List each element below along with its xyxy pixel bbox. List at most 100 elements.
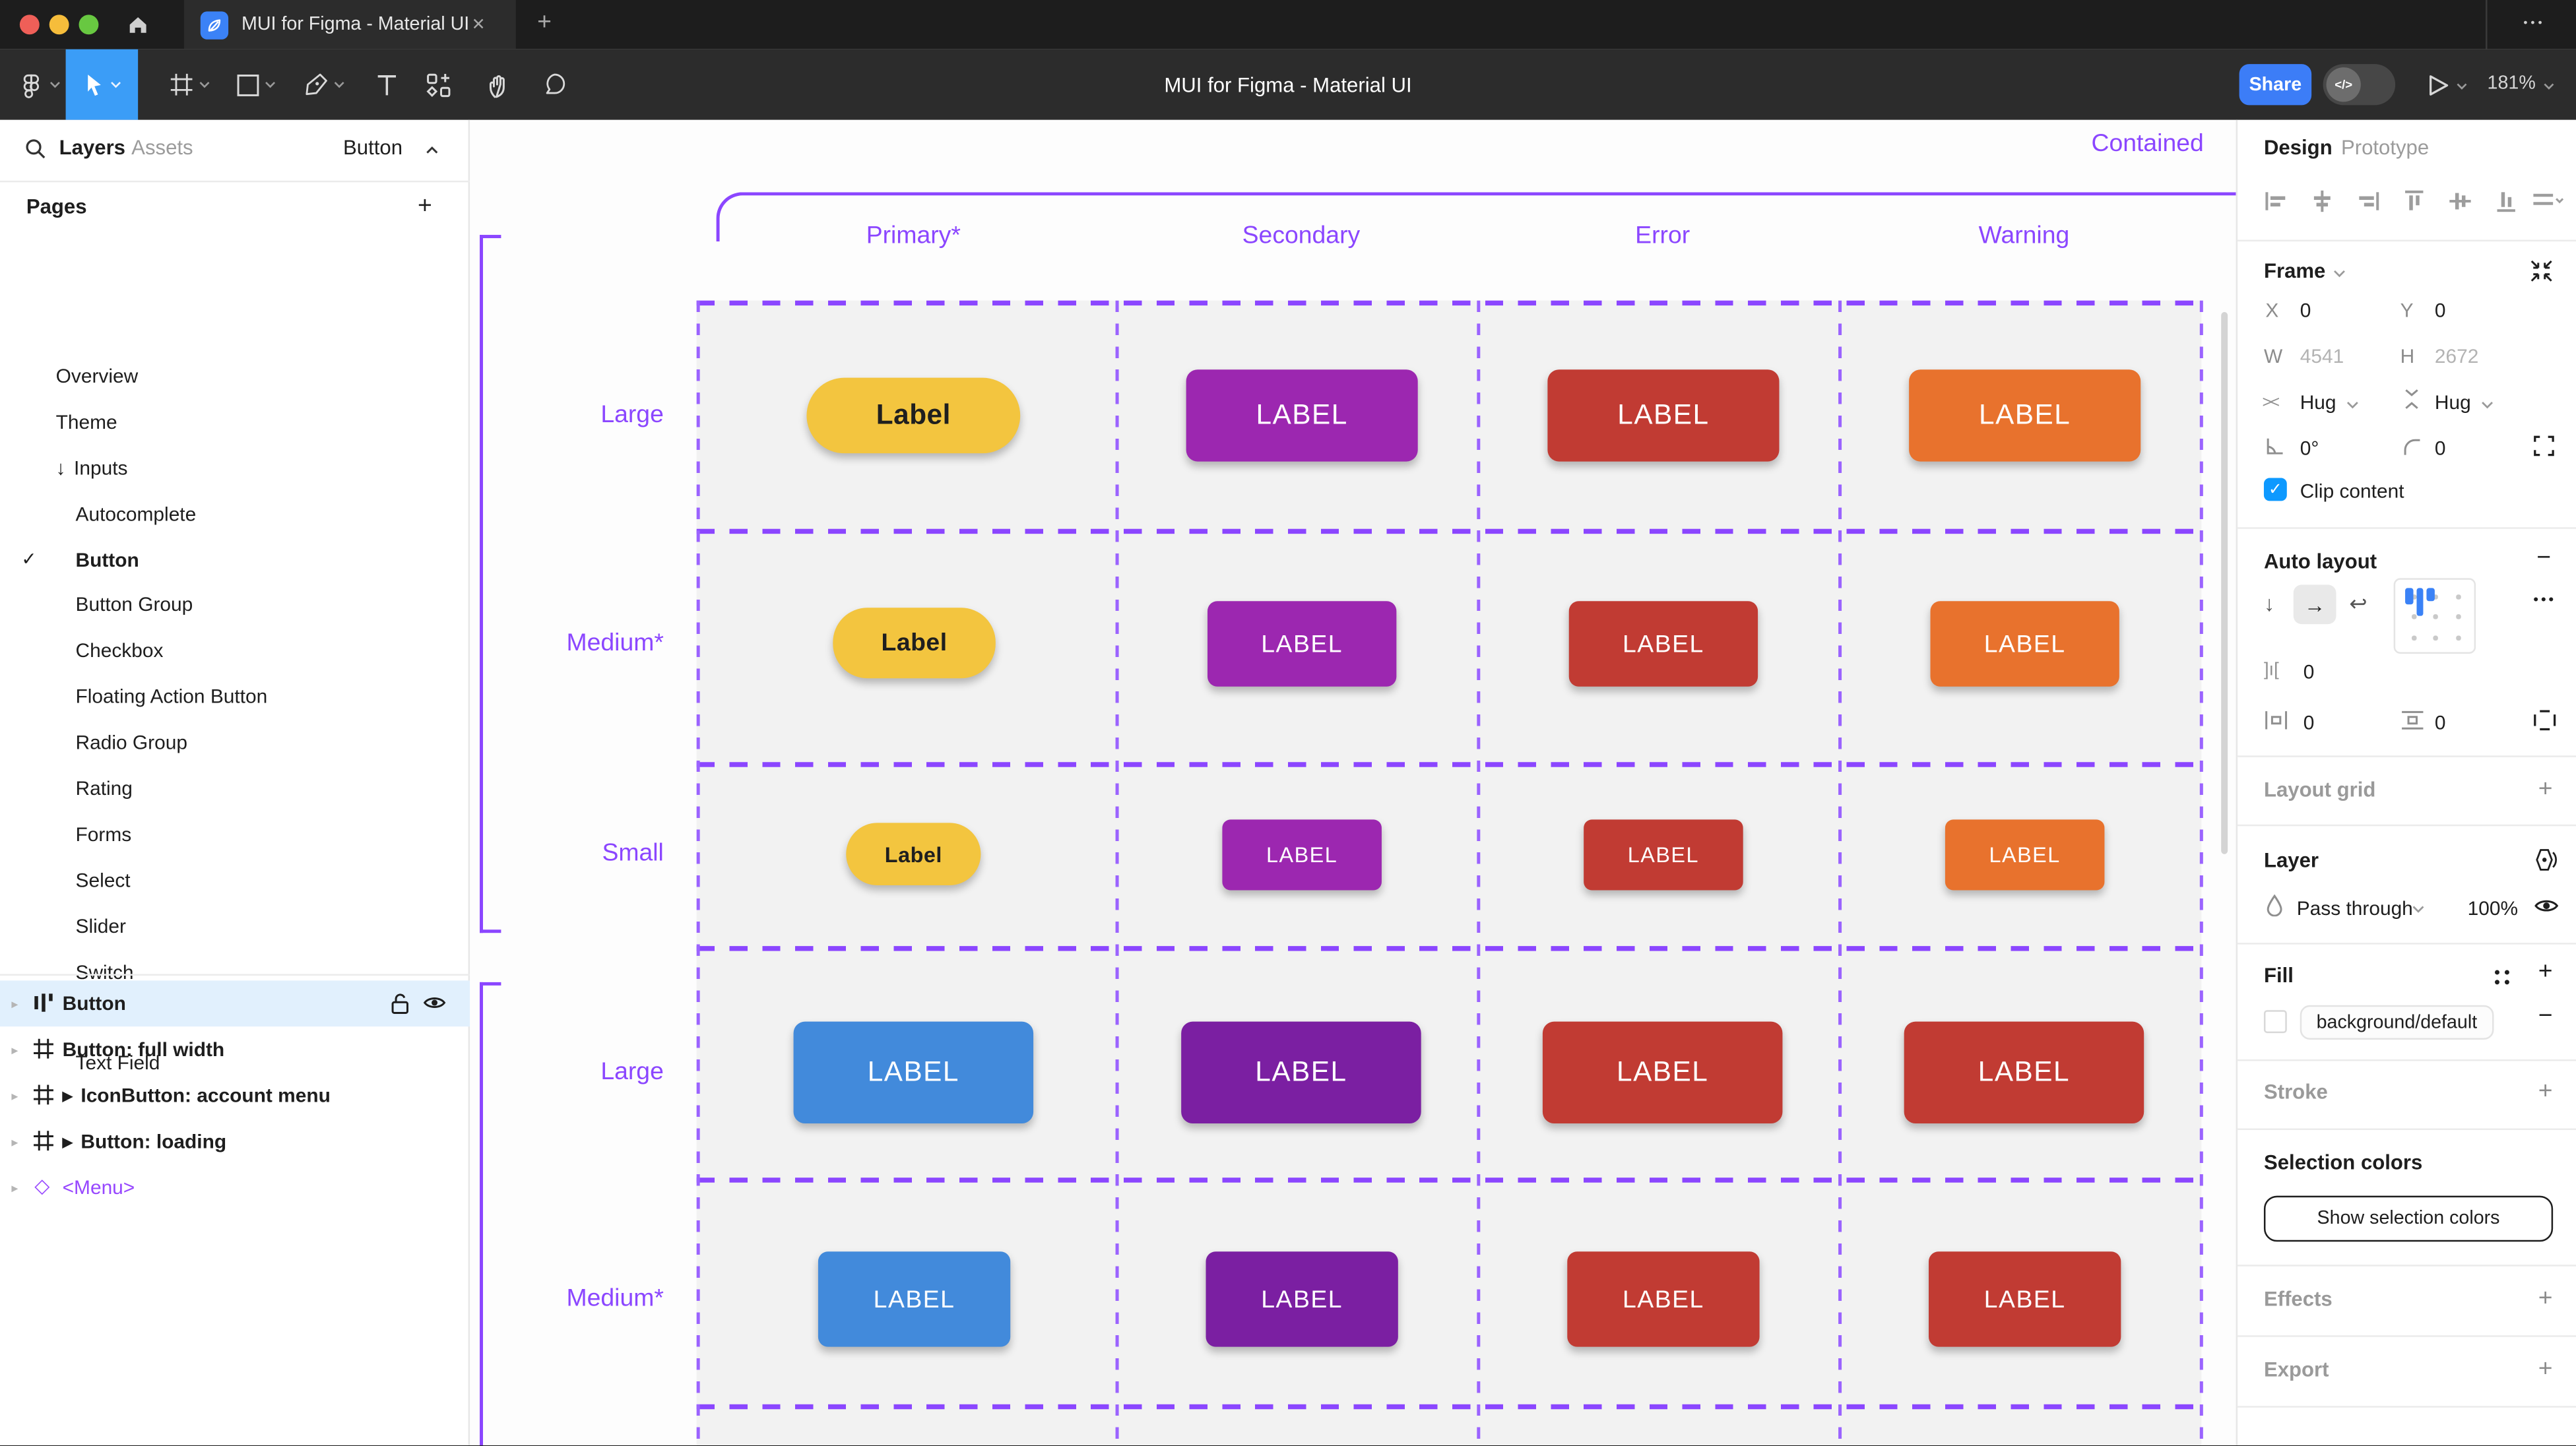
resources-tool[interactable] (414, 49, 463, 120)
align-left-icon[interactable] (2264, 189, 2288, 213)
align-right-icon[interactable] (2356, 189, 2380, 213)
canvas-scrollbar[interactable] (2221, 312, 2228, 854)
add-fill-button[interactable]: + (2538, 957, 2553, 986)
button-sample-error-medium[interactable]: LABEL (1568, 601, 1758, 687)
button-sample-warning-small[interactable]: LABEL (1945, 819, 2105, 891)
chevron-down-icon[interactable] (2481, 401, 2494, 409)
direction-right-selected[interactable]: → (2293, 584, 2336, 625)
page-item-select[interactable]: Select (75, 868, 131, 892)
direction-down-icon[interactable]: ↓ (2263, 591, 2275, 616)
tab-prototype[interactable]: Prototype (2340, 136, 2430, 160)
remove-auto-layout-button[interactable]: − (2536, 544, 2552, 572)
new-tab-button[interactable]: + (537, 8, 552, 36)
present-button[interactable] (2428, 74, 2449, 97)
vertical-padding-value[interactable]: 0 (2434, 711, 2446, 734)
zoom-chevron-icon[interactable] (2543, 82, 2554, 90)
collapse-panel-icon[interactable] (2530, 259, 2553, 282)
move-tool-selected[interactable] (65, 49, 139, 120)
comment-tool[interactable] (529, 49, 579, 120)
horizontal-padding-value[interactable]: 0 (2303, 711, 2315, 734)
button-sample-secondary-large[interactable]: LABEL (1186, 369, 1418, 462)
main-menu-button[interactable] (13, 49, 66, 120)
page-item-fab[interactable]: Floating Action Button (75, 685, 268, 708)
add-page-button[interactable]: + (417, 192, 432, 220)
page-item-slider[interactable]: Slider (75, 914, 126, 937)
button-sample-primary-large-2[interactable]: LABEL (793, 1021, 1034, 1124)
frame-title[interactable]: Contained (2091, 129, 2204, 158)
home-icon[interactable] (125, 11, 151, 38)
close-window-button[interactable] (19, 15, 40, 35)
button-sample-secondary-large-2[interactable]: LABEL (1181, 1021, 1421, 1124)
width-value[interactable]: 4541 (2300, 344, 2344, 368)
button-sample-primary-small[interactable]: Label (846, 823, 981, 886)
independent-padding-icon[interactable] (2533, 710, 2556, 731)
zoom-level[interactable]: 181% (2487, 74, 2536, 94)
page-item-theme[interactable]: Theme (55, 410, 117, 433)
tab-design[interactable]: Design (2263, 136, 2333, 160)
distribute-more-icon[interactable] (2533, 192, 2564, 212)
canvas[interactable]: Contained Primary* Secondary Error Warni… (470, 119, 2236, 1446)
page-item-autocomplete[interactable]: Autocomplete (75, 501, 197, 525)
file-tab[interactable]: MUI for Figma - Material UI ✕ (183, 0, 516, 49)
button-sample-secondary-small[interactable]: LABEL (1222, 819, 1382, 891)
button-sample-error-small[interactable]: LABEL (1584, 819, 1743, 891)
current-page-selector[interactable]: Button (343, 136, 403, 160)
fill-color-swatch[interactable] (2263, 1010, 2287, 1034)
add-effect-button[interactable]: + (2538, 1284, 2553, 1313)
page-item-button[interactable]: ✓ Button (21, 548, 139, 571)
button-sample-error-large-2[interactable]: LABEL (1542, 1021, 1783, 1124)
hug-vertical-value[interactable]: Hug (2434, 391, 2471, 414)
page-item-inputs[interactable]: ↓ Inputs (55, 456, 128, 480)
pen-tool[interactable] (294, 49, 354, 120)
page-item-switch[interactable]: Switch (75, 960, 134, 984)
align-top-icon[interactable] (2402, 189, 2426, 213)
blend-mode-value[interactable]: Pass through (2296, 896, 2413, 920)
hug-horizontal-value[interactable]: Hug (2300, 391, 2336, 414)
page-item-rating[interactable]: Rating (75, 776, 133, 800)
add-export-button[interactable]: + (2538, 1355, 2553, 1383)
minimize-window-button[interactable] (49, 15, 69, 35)
height-value[interactable]: 2672 (2434, 344, 2479, 368)
corner-radius-value[interactable]: 0 (2434, 437, 2446, 460)
text-tool[interactable] (362, 49, 411, 120)
present-chevron-icon[interactable] (2456, 82, 2467, 90)
button-sample-primary-medium[interactable]: Label (833, 608, 996, 679)
page-item-overview[interactable]: Overview (55, 364, 139, 388)
fill-token-chip[interactable]: background/default (2300, 1005, 2494, 1040)
page-item-checkbox[interactable]: Checkbox (75, 639, 164, 663)
align-bottom-icon[interactable] (2494, 189, 2519, 213)
window-overflow-menu-icon[interactable]: ••• (2523, 18, 2546, 30)
show-selection-colors-button[interactable]: Show selection colors (2263, 1195, 2554, 1242)
visibility-eye-icon[interactable] (422, 992, 447, 1013)
button-sample-warning-medium-2[interactable]: LABEL (1929, 1251, 2121, 1347)
align-vertical-center-icon[interactable] (2448, 189, 2472, 213)
layer-row-button-selected[interactable]: ▸ Button (0, 980, 470, 1027)
dev-mode-toggle[interactable]: </> (2323, 64, 2396, 106)
clip-content-checkbox[interactable]: ✓ (2263, 478, 2287, 501)
page-item-button-group[interactable]: Button Group (75, 593, 193, 617)
independent-corners-icon[interactable] (2533, 435, 2554, 456)
wrap-icon[interactable]: ↩ (2349, 591, 2367, 616)
shape-tool[interactable] (227, 49, 286, 120)
gap-value[interactable]: 0 (2303, 660, 2315, 683)
maximize-window-button[interactable] (79, 15, 99, 35)
layer-row-iconbutton-account-menu[interactable]: ▸ ▶ IconButton: account menu (11, 1084, 331, 1108)
chevron-down-icon[interactable] (2333, 269, 2346, 278)
chevron-down-icon[interactable] (2346, 401, 2359, 409)
auto-layout-more-icon[interactable]: ••• (2533, 591, 2557, 608)
button-sample-primary-large[interactable]: Label (806, 377, 1021, 454)
add-layout-grid-button[interactable]: + (2538, 775, 2553, 803)
opacity-value[interactable]: 100% (2467, 896, 2519, 920)
align-horizontal-center-icon[interactable] (2310, 189, 2334, 213)
page-item-text-field[interactable]: Text Field (75, 1052, 160, 1075)
blend-mode-icon[interactable] (2533, 848, 2560, 872)
frame-tool[interactable] (160, 49, 219, 120)
button-sample-warning-medium[interactable]: LABEL (1930, 601, 2119, 687)
page-item-radio-group[interactable]: Radio Group (75, 731, 187, 754)
layer-row-button-loading[interactable]: ▸ ▶ Button: loading (11, 1129, 227, 1153)
alignment-grid[interactable] (2393, 578, 2476, 654)
layer-row-button-full-width[interactable]: ▸ Button: full width (11, 1038, 225, 1061)
frame-section-heading[interactable]: Frame (2263, 259, 2326, 283)
button-sample-secondary-medium[interactable]: LABEL (1208, 601, 1397, 687)
tab-assets[interactable]: Assets (131, 136, 193, 160)
